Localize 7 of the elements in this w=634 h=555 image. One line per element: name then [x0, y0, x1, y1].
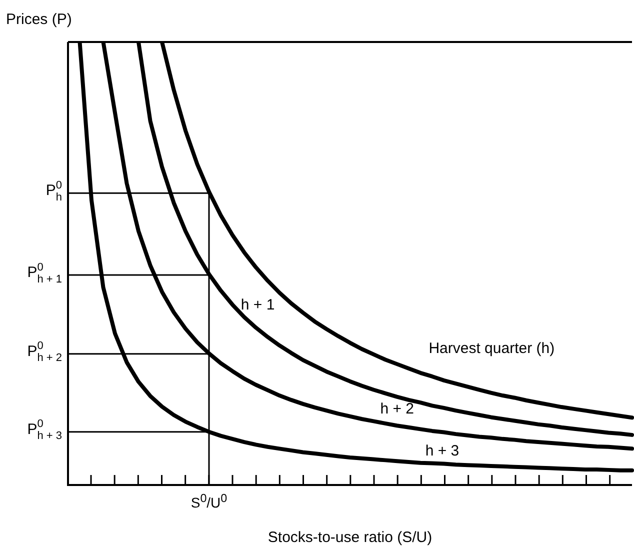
text: S$^{0}$/U$^{0}$	[190, 491, 228, 511]
series-label: Harvest quarter (h)	[428, 340, 555, 357]
series-label: h + 2	[380, 400, 414, 418]
y-axis-title: Prices (P)	[6, 11, 72, 28]
x-axis-title: Stocks-to-use ratio (S/U)	[268, 529, 432, 546]
series-label: h + 1	[240, 296, 275, 314]
series-label: h + 3	[425, 442, 460, 460]
